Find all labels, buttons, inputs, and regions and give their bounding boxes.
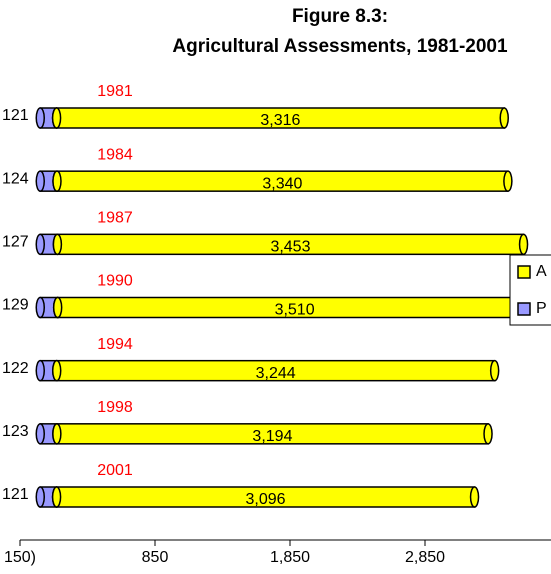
bar-cap <box>518 233 529 256</box>
bar-cap <box>52 233 63 256</box>
data-label: 3,510 <box>275 302 315 319</box>
bar-cap <box>35 170 45 192</box>
x-tick-label: 850 <box>142 549 169 566</box>
legend-label: A <box>536 263 547 280</box>
legend-swatch <box>517 302 531 316</box>
data-label: 3,096 <box>246 491 286 508</box>
chart-title: Figure 8.3: <box>292 6 388 27</box>
bar-cap <box>52 296 63 319</box>
bar-cap <box>35 296 45 319</box>
bar-cap <box>489 359 500 382</box>
x-tick-label: 1,850 <box>270 549 310 566</box>
bar-cap <box>35 486 45 508</box>
data-label: 3,194 <box>252 428 292 445</box>
data-label: 127 <box>2 234 29 251</box>
bar-cap <box>499 107 509 129</box>
data-label: 3,244 <box>256 365 296 382</box>
bar-cap <box>52 423 62 445</box>
data-label: 123 <box>2 423 29 440</box>
data-label: 3,453 <box>270 239 310 256</box>
data-label: 129 <box>2 297 29 314</box>
x-tick-label: 2,850 <box>405 549 445 566</box>
data-label: 122 <box>2 360 29 377</box>
data-label: 3,340 <box>262 175 302 192</box>
legend-label: P <box>536 300 547 317</box>
category-label: 1987 <box>97 210 133 227</box>
category-label: 2001 <box>97 462 133 479</box>
data-label: 124 <box>2 170 29 187</box>
bar-cap <box>503 170 513 192</box>
bar-cap <box>35 107 45 129</box>
x-tick-label: 150) <box>4 549 36 566</box>
legend-swatch <box>517 265 531 279</box>
category-label: 1994 <box>97 336 133 353</box>
bar-cap <box>469 486 480 508</box>
bar-cap <box>35 423 45 445</box>
category-label: 1981 <box>97 83 133 100</box>
data-label: 3,316 <box>260 112 300 129</box>
category-label: 1990 <box>97 273 133 290</box>
data-label: 121 <box>2 107 29 124</box>
chart-subtitle: Agricultural Assessments, 1981-2001 <box>172 36 508 57</box>
bar-cap <box>483 423 493 445</box>
bar-cap <box>51 107 62 129</box>
bar-cap <box>35 233 45 256</box>
bar-cap <box>35 359 45 382</box>
data-label: 121 <box>2 486 29 503</box>
category-label: 1998 <box>97 399 133 416</box>
category-label: 1984 <box>97 146 133 163</box>
bar-cap <box>52 170 62 192</box>
bar-cap <box>51 359 62 382</box>
bar-cap <box>51 486 62 508</box>
